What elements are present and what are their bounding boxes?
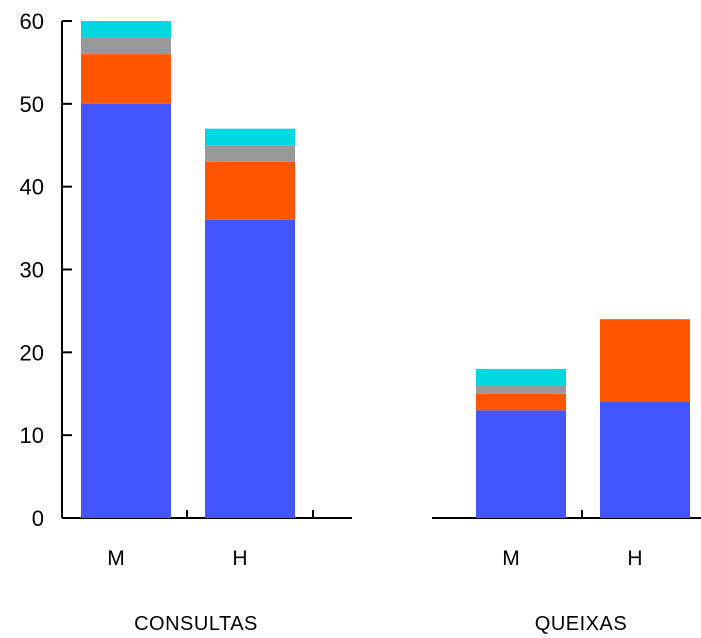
y-tick-label: 40 bbox=[20, 175, 44, 200]
bar-consultas-h-cyan-segment bbox=[205, 128, 295, 146]
bar-consultas-h-blue-segment bbox=[205, 219, 295, 519]
y-tick-label: 50 bbox=[20, 92, 44, 117]
x-category-label: M bbox=[502, 547, 520, 570]
category-labels: M H CONSULTAS M H QUEIXAS bbox=[107, 547, 642, 635]
bar-queixas-m-cyan-segment bbox=[476, 368, 566, 386]
y-tick-label: 30 bbox=[20, 258, 44, 283]
y-tick-label: 0 bbox=[32, 506, 44, 531]
group-label-consultas: CONSULTAS bbox=[134, 613, 258, 635]
y-tick-label: 10 bbox=[20, 423, 44, 448]
bar-queixas-h-orange-segment bbox=[600, 319, 690, 403]
group-label-queixas: QUEIXAS bbox=[535, 613, 627, 635]
bar-consultas-m-cyan-segment bbox=[81, 21, 171, 38]
y-axis: 0 10 20 30 40 50 60 bbox=[20, 9, 72, 531]
bar-consultas-h-gray-segment bbox=[205, 145, 295, 162]
bar-consultas-m-gray-segment bbox=[81, 37, 171, 55]
bar-consultas-h-orange-segment bbox=[205, 161, 295, 220]
x-category-label: M bbox=[107, 547, 125, 570]
x-category-label: H bbox=[232, 547, 247, 570]
bar-queixas-m-gray-segment bbox=[476, 385, 566, 394]
y-tick-label: 20 bbox=[20, 340, 44, 365]
bar-consultas-m-blue-segment bbox=[81, 103, 171, 518]
x-category-label: H bbox=[627, 547, 642, 570]
bar-queixas-m-blue-segment bbox=[476, 410, 566, 518]
y-tick-label: 60 bbox=[20, 9, 44, 34]
bar-queixas-m-orange-segment bbox=[476, 393, 566, 411]
bars bbox=[81, 21, 690, 519]
bar-consultas-m-orange-segment bbox=[81, 54, 171, 104]
bar-queixas-h-blue-segment bbox=[600, 402, 690, 518]
